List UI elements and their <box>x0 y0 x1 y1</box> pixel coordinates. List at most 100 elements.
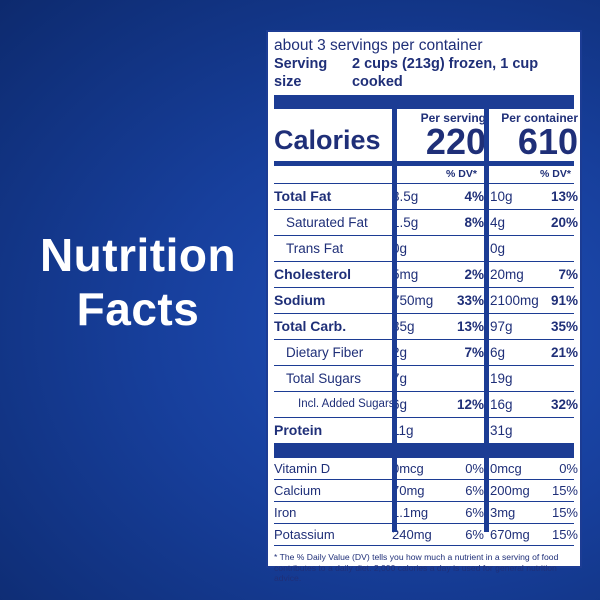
calories-divider <box>274 161 574 166</box>
container-dv: 15% <box>551 527 578 542</box>
container-amount: 670mg <box>490 527 530 542</box>
mineral-name: Iron <box>274 505 297 520</box>
nutrient-row: Saturated Fat 1.5g 8% 4g 20% <box>274 210 578 236</box>
mineral-row: Vitamin D 0mcg 0% 0mcg 0% <box>274 458 578 480</box>
column-separator-1 <box>392 108 397 532</box>
dv-header-row: % DV* % DV* <box>274 166 574 184</box>
container-dv: 35% <box>550 319 578 334</box>
serving-dv: 0% <box>465 461 484 476</box>
serving-size-label: Serving size <box>274 56 328 90</box>
container-amount: 20mg <box>490 267 524 282</box>
serving-amount: 5mg <box>392 267 419 282</box>
nutrient-name: Cholesterol <box>274 266 352 282</box>
container-dv: 21% <box>550 345 578 360</box>
calories-row: Calories Per serving 220 Per container 6… <box>274 109 578 162</box>
container-amount: 97g <box>490 319 513 334</box>
per-container-label: Per container <box>501 111 578 125</box>
mineral-row: Potassium 240mg 6% 670mg 15% <box>274 524 578 546</box>
servings-per-container: about 3 servings per container <box>274 37 483 54</box>
serving-size-row: Serving size 2 cups (213g) frozen, 1 cup… <box>274 55 574 91</box>
mineral-name: Potassium <box>274 527 335 542</box>
container-amount: 31g <box>490 423 513 438</box>
serving-amount: 1.1mg <box>392 505 429 520</box>
nutrient-name: Total Fat <box>274 188 332 204</box>
headline: Nutrition Facts <box>18 228 258 336</box>
container-amount: 19g <box>490 371 513 386</box>
container-amount: 16g <box>490 397 513 412</box>
nutrient-name: Total Carb. <box>274 318 347 334</box>
container-amount: 6g <box>490 345 506 360</box>
nutrient-name: Saturated Fat <box>286 215 368 230</box>
headline-line-2: Facts <box>76 283 200 335</box>
nutrient-name: Protein <box>274 422 323 438</box>
container-dv: 15% <box>551 483 578 498</box>
vitamin-divider <box>274 444 574 458</box>
nutrient-table: Total Fat 3.5g 4% 10g 13% Saturated Fat 1.5g 8%… <box>274 184 578 444</box>
serving-amount: 70mg <box>392 483 425 498</box>
serving-dv: 6% <box>465 527 484 542</box>
serving-amount: 240mg <box>392 527 432 542</box>
serving-dv: 2% <box>464 267 484 282</box>
container-amount: 200mg <box>490 483 530 498</box>
nutrient-name: Incl. Added Sugars <box>298 398 395 410</box>
container-amount: 10g <box>490 189 513 204</box>
serving-dv: 8% <box>464 215 484 230</box>
container-amount: 3mg <box>490 505 516 520</box>
calories-label: Calories <box>274 125 381 155</box>
per-serving-label: Per serving <box>420 111 486 125</box>
mineral-row: Calcium 70mg 6% 200mg 15% <box>274 480 578 502</box>
nutrient-name: Dietary Fiber <box>286 345 364 360</box>
serving-amount: 11g <box>392 423 414 438</box>
nutrient-name: Sodium <box>274 292 326 308</box>
footnote: * The % Daily Value (DV) tells you how m… <box>274 552 559 583</box>
mineral-row: Iron 1.1mg 6% 3mg 15% <box>274 502 578 524</box>
container-dv: 91% <box>550 293 578 308</box>
dv-header-serving: % DV* <box>446 168 477 180</box>
serving-amount: 0mcg <box>392 461 424 476</box>
column-separator-2 <box>484 108 489 532</box>
nutrient-row: Incl. Added Sugars 6g 12% 16g 32% <box>274 392 578 418</box>
per-serving-column: Per serving 220 <box>394 109 486 162</box>
vitamin-mineral-table: Vitamin D 0mcg 0% 0mcg 0% Calcium 70mg 6% 200mg 1… <box>274 458 578 546</box>
nutrient-name: Total Sugars <box>286 371 362 386</box>
nutrient-row: Dietary Fiber 2g 7% 6g 21% <box>274 340 578 366</box>
container-dv: 13% <box>550 189 578 204</box>
serving-dv: 6% <box>465 505 484 520</box>
serving-dv: 12% <box>456 397 484 412</box>
container-dv: 15% <box>551 505 578 520</box>
mineral-name: Calcium <box>274 483 321 498</box>
nutrient-row: Sodium 750mg 33% 2100mg 91% <box>274 288 578 314</box>
serving-dv: 6% <box>465 483 484 498</box>
nutrient-row: Trans Fat 0g 0g <box>274 236 574 262</box>
serving-amount: 3.5g <box>392 189 419 204</box>
container-amount: 0mcg <box>490 461 522 476</box>
headline-line-1: Nutrition <box>39 229 237 281</box>
serving-amount: 750mg <box>392 293 434 308</box>
container-amount: 2100mg <box>490 293 539 308</box>
serving-dv: 4% <box>464 189 484 204</box>
container-dv: 32% <box>550 397 578 412</box>
container-amount: 4g <box>490 215 506 230</box>
container-dv: 7% <box>558 267 578 282</box>
dv-header-container: % DV* <box>540 168 571 180</box>
nutrient-row: Total Sugars 7g 19g <box>274 366 574 392</box>
nutrient-name: Trans Fat <box>286 241 344 256</box>
nutrition-label: about 3 servings per container Serving s… <box>266 30 582 583</box>
nutrient-row: Protein 11g 31g <box>274 418 574 444</box>
nutrient-row: Total Carb. 35g 13% 97g 35% <box>274 314 578 340</box>
serving-amount: 1.5g <box>392 215 419 230</box>
container-amount: 0g <box>490 241 506 256</box>
serving-dv: 13% <box>456 319 484 334</box>
calories-per-serving: 220 <box>425 121 486 162</box>
nutrient-row: Cholesterol 5mg 2% 20mg 7% <box>274 262 578 288</box>
mineral-name: Vitamin D <box>274 461 331 476</box>
container-dv: 20% <box>550 215 578 230</box>
container-dv: 0% <box>559 461 578 476</box>
serving-amount: 35g <box>392 319 415 334</box>
nutrition-label-body: about 3 servings per container Serving s… <box>274 36 578 584</box>
serving-dv: 7% <box>464 345 484 360</box>
calories-per-container: 610 <box>517 121 578 162</box>
serving-dv: 33% <box>456 293 484 308</box>
per-container-column: Per container 610 <box>488 109 578 162</box>
thick-divider <box>274 95 574 109</box>
